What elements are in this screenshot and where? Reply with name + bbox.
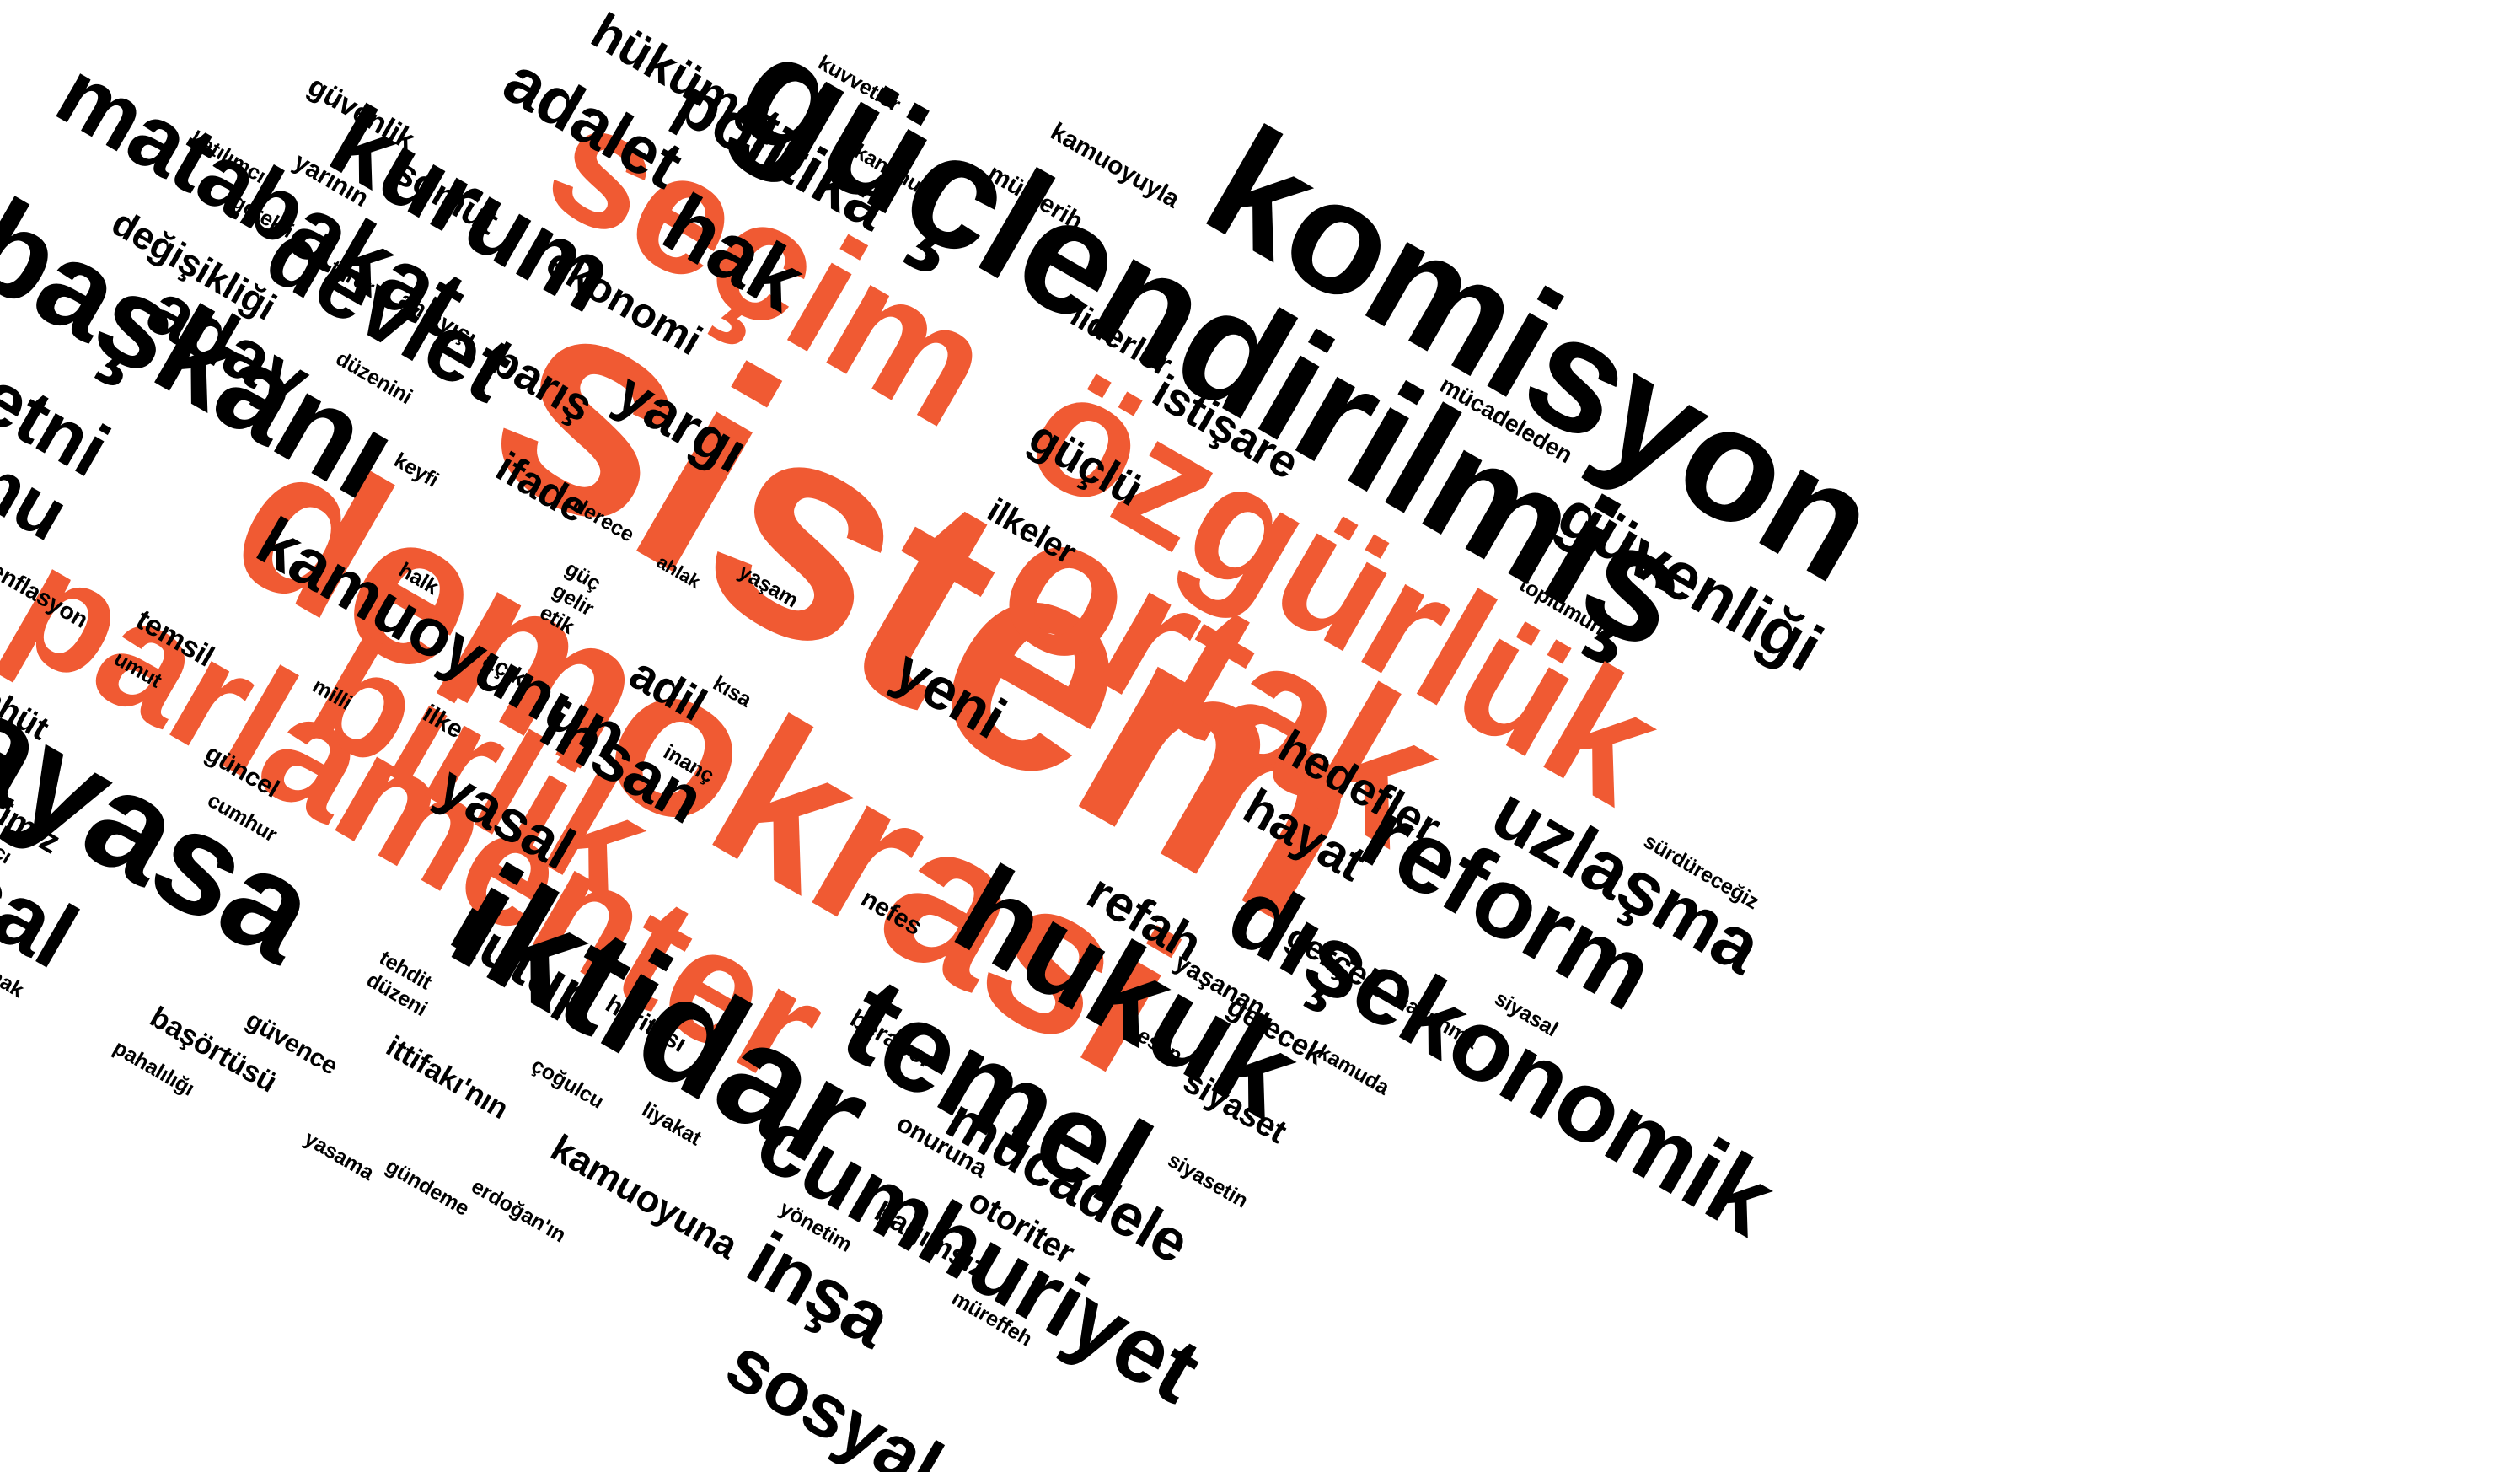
word-ittifakinin: ittifakı'nın <box>380 1029 514 1125</box>
word-yasama: yasama <box>300 1126 378 1185</box>
word-kamuoyuna: kamuoyuna <box>544 1125 745 1267</box>
word-erdoganin: erdoğan'ın <box>467 1174 571 1248</box>
word-gundeme: gündeme <box>381 1153 474 1221</box>
word-siyasetin: siyasetin <box>1163 1147 1252 1213</box>
